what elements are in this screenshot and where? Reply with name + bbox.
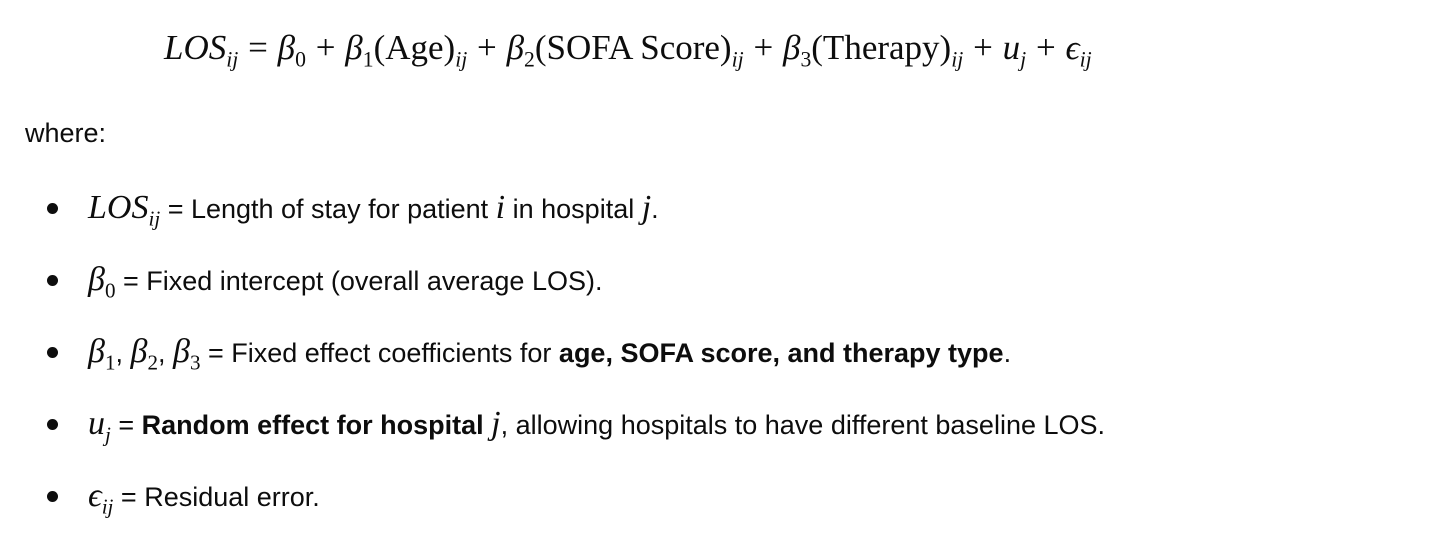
definition-item-betas: β1, β2, β3 = Fixed effect coefficients f… — [0, 324, 1105, 396]
def-text: = Length of stay for patient — [160, 194, 496, 224]
def-symbol-u: uj — [88, 405, 111, 445]
eq-therapy-subscript: ij — [951, 47, 964, 72]
def-symbol-base: β — [130, 333, 148, 370]
eq-beta1-symbol: β — [345, 28, 363, 67]
eq-epsilon: ϵij — [1065, 28, 1091, 70]
eq-plus-5: + — [1035, 28, 1056, 67]
eq-epsilon-subscript: ij — [1079, 47, 1092, 72]
eq-lhs-symbol: LOS — [164, 28, 227, 67]
definition-item-u: uj = Random effect for hospital j, allow… — [0, 396, 1105, 468]
eq-beta0: β0 — [277, 28, 306, 70]
eq-beta3-symbol: β — [783, 28, 801, 67]
definition-item-beta0: β0 = Fixed intercept (overall average LO… — [0, 252, 1105, 324]
def-symbol-beta0: β0 — [88, 261, 115, 301]
def-var-j: j — [641, 189, 652, 226]
eq-beta3: β3 — [783, 28, 811, 70]
model-equation: LOSij = β0 + β1(Age)ij + β2(SOFA Score)ij + β3(T… — [0, 18, 1440, 78]
eq-beta3-subscript: 3 — [800, 47, 812, 72]
def-symbol-base: LOS — [88, 189, 149, 226]
eq-age-subscript: ij — [455, 47, 468, 72]
bullet-icon — [47, 491, 58, 502]
eq-sofa-term: (SOFA Score) — [534, 28, 732, 67]
definition-list: LOSij = Length of stay for patient i in … — [0, 180, 1105, 540]
def-text: . — [1003, 338, 1012, 368]
def-symbol-subscript: ij — [101, 494, 114, 519]
eq-age-term: (Age) — [373, 28, 456, 67]
def-symbol-beta3: β3 — [173, 333, 200, 373]
def-separator: , — [115, 338, 131, 368]
def-symbol-beta1: β1 — [88, 333, 115, 373]
bullet-icon — [47, 347, 58, 358]
eq-beta2: β2 — [506, 28, 535, 70]
eq-therapy-term: (Therapy) — [811, 28, 952, 67]
def-text: = — [110, 410, 142, 440]
def-separator: , — [157, 338, 173, 368]
bullet-icon — [47, 203, 58, 214]
bullet-icon — [47, 275, 58, 286]
eq-equals: = — [248, 28, 268, 67]
def-symbol-subscript: j — [105, 422, 111, 447]
def-text: = Residual error. — [113, 482, 320, 512]
eq-epsilon-symbol: ϵ — [1065, 28, 1080, 67]
def-symbol-base: u — [88, 405, 105, 442]
def-symbol-los: LOSij — [88, 189, 160, 229]
def-var-i: i — [495, 189, 506, 226]
eq-plus-1: + — [315, 28, 336, 67]
eq-u-subscript: j — [1020, 47, 1027, 72]
eq-u-symbol: u — [1002, 28, 1021, 67]
def-symbol-beta2: β2 — [130, 333, 158, 373]
def-emphasis: age, SOFA score, and therapy type — [558, 338, 1004, 368]
def-symbol-subscript: 1 — [104, 350, 116, 375]
def-text: = Fixed effect coefficients for — [200, 338, 559, 368]
eq-plus-4: + — [973, 28, 993, 67]
eq-sofa-subscript: ij — [731, 47, 744, 72]
def-text: in hospital — [505, 194, 642, 224]
def-symbol-subscript: ij — [148, 206, 161, 231]
bullet-icon — [47, 419, 58, 430]
def-symbol-base: ϵ — [88, 477, 102, 514]
def-text: . — [651, 194, 659, 224]
def-text: , allowing hospitals to have different b… — [500, 410, 1106, 440]
eq-lhs-subscript: ij — [226, 47, 239, 72]
def-symbol-epsilon: ϵij — [88, 477, 113, 517]
eq-plus-3: + — [753, 28, 774, 67]
eq-beta1-subscript: 1 — [362, 47, 374, 72]
eq-u: uj — [1002, 28, 1027, 70]
eq-beta2-subscript: 2 — [524, 47, 535, 72]
eq-plus-2: + — [477, 28, 497, 67]
eq-beta2-symbol: β — [506, 28, 525, 67]
eq-beta1: β1 — [345, 28, 373, 70]
def-symbol-subscript: 0 — [104, 278, 116, 303]
def-symbol-base: β — [173, 333, 190, 370]
def-symbol-base: β — [88, 333, 105, 370]
eq-beta0-subscript: 0 — [295, 47, 306, 72]
def-symbol-base: β — [88, 261, 105, 298]
definition-item-los: LOSij = Length of stay for patient i in … — [0, 180, 1105, 252]
def-var-j: j — [491, 405, 501, 442]
def-symbol-subscript: 2 — [147, 350, 158, 375]
def-emphasis: Random effect for hospital — [141, 410, 492, 440]
def-symbol-subscript: 3 — [189, 350, 201, 375]
where-label: where: — [25, 118, 107, 148]
eq-lhs: LOSij — [164, 28, 238, 70]
definition-item-epsilon: ϵij = Residual error. — [0, 468, 1105, 540]
def-text: = Fixed intercept (overall average LOS). — [115, 266, 603, 296]
eq-beta0-symbol: β — [277, 28, 296, 67]
